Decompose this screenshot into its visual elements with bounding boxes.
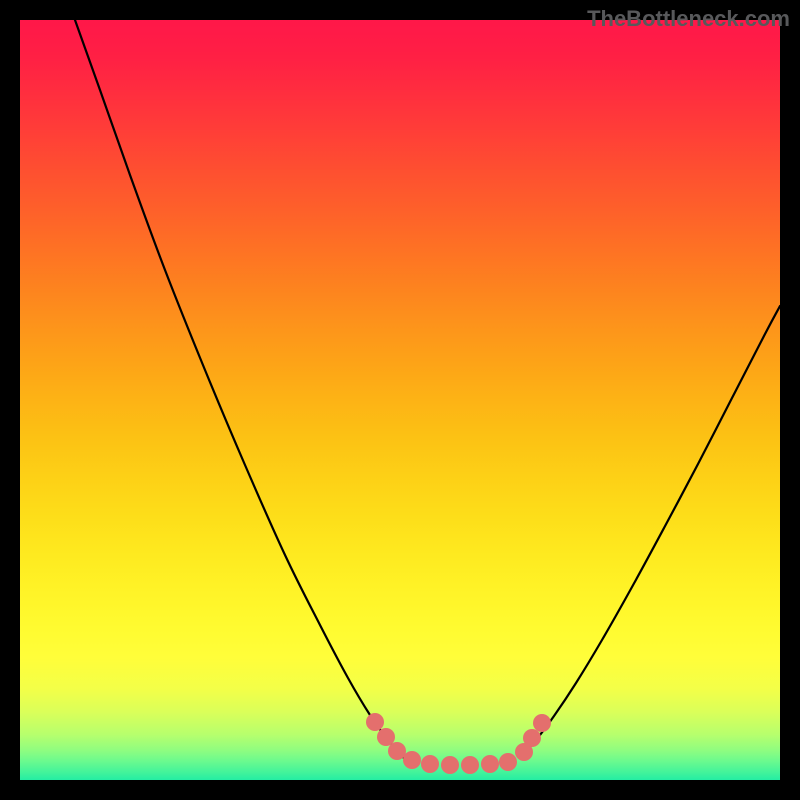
marker-dot [421, 755, 439, 773]
marker-dot [403, 751, 421, 769]
marker-dot [461, 756, 479, 774]
marker-dot [377, 728, 395, 746]
watermark-text: TheBottleneck.com [587, 6, 790, 32]
marker-dot [499, 753, 517, 771]
canvas-root: TheBottleneck.com [0, 0, 800, 800]
marker-dot [441, 756, 459, 774]
curve-right [520, 306, 780, 758]
marker-dot [388, 742, 406, 760]
marker-dot [523, 729, 541, 747]
curve-left [75, 20, 404, 758]
marker-dot [366, 713, 384, 731]
chart-overlay [0, 0, 800, 800]
marker-dot [481, 755, 499, 773]
marker-dot [533, 714, 551, 732]
